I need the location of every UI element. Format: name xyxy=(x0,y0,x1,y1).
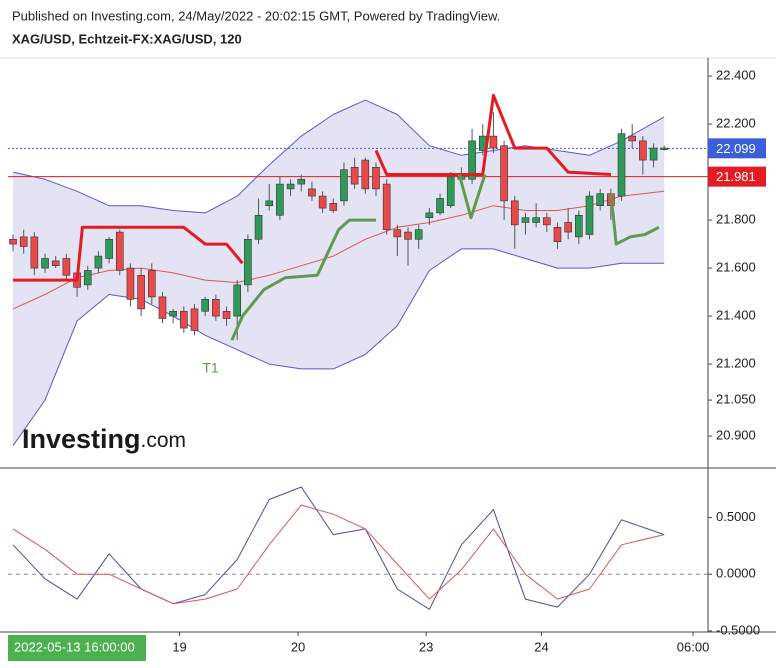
candle-body xyxy=(158,296,167,319)
y-tick-label: 0.5000 xyxy=(716,509,756,524)
candle-body xyxy=(115,231,124,271)
candle-body xyxy=(190,308,199,331)
candle-body xyxy=(265,200,274,206)
y-tick-label: 21.800 xyxy=(716,212,756,227)
chart-title: XAG/USD, Echtzeit-FX:XAG/USD, 120 xyxy=(12,31,242,46)
price-box xyxy=(708,166,766,187)
x-tick-label: 06:00 xyxy=(677,639,710,654)
candle-body xyxy=(244,238,252,286)
y-tick-label: 21.200 xyxy=(716,356,756,371)
candle-body xyxy=(575,214,583,238)
candle-body xyxy=(446,176,455,206)
candle-body xyxy=(617,133,626,197)
candle-body xyxy=(350,166,359,185)
logo-main: Investing xyxy=(22,424,141,454)
candle-body xyxy=(468,140,476,180)
candle-body xyxy=(126,267,135,300)
candle-body xyxy=(532,217,540,223)
y-tick-label: -0.5000 xyxy=(716,622,760,637)
candle-body xyxy=(94,255,103,269)
candle-body xyxy=(233,284,242,317)
candle-body xyxy=(393,229,402,238)
candle-body xyxy=(276,183,284,216)
candle-body xyxy=(30,236,39,269)
candle-body xyxy=(425,212,434,218)
logo: Investing.com xyxy=(22,424,186,454)
candle-body xyxy=(372,166,380,190)
published-note: Published on Investing.com, 24/May/2022 … xyxy=(12,8,500,23)
timestamp: 2022-05-13 16:00:00 xyxy=(14,639,135,654)
candle-body xyxy=(9,238,17,245)
candle-body xyxy=(297,178,306,185)
candle-body xyxy=(169,310,177,317)
candle-body xyxy=(201,298,209,312)
candle-body xyxy=(212,298,220,317)
candle-body xyxy=(639,140,647,161)
candle-body xyxy=(542,217,551,226)
candle-body xyxy=(564,222,572,233)
y-tick-label: 21.600 xyxy=(716,260,756,275)
y-tick-label: 20.900 xyxy=(716,428,756,443)
y-tick-label: 21.400 xyxy=(716,308,756,323)
annotation: T1 xyxy=(202,360,219,376)
candle-body xyxy=(254,214,263,240)
candle-body xyxy=(286,183,295,190)
timestamp-box xyxy=(8,635,146,661)
candle-body xyxy=(404,231,412,240)
candle-body xyxy=(649,147,658,161)
candle-body xyxy=(222,310,231,319)
price-box xyxy=(708,138,766,159)
candle-body xyxy=(596,193,604,206)
candle-body xyxy=(105,238,113,259)
candle-body xyxy=(180,310,188,329)
line-series xyxy=(12,504,665,605)
candle-body xyxy=(521,217,530,223)
candle-body xyxy=(148,270,156,298)
candle-body xyxy=(318,195,327,209)
y-tick-label: 0.0000 xyxy=(716,566,756,581)
y-tick-label: 22.200 xyxy=(716,116,756,131)
candle-body xyxy=(51,260,60,266)
x-tick-label: 20 xyxy=(291,639,305,654)
candle-body xyxy=(41,258,49,269)
candle-body xyxy=(382,183,391,230)
candle-body xyxy=(137,274,145,310)
y-tick-label: 21.050 xyxy=(716,392,756,407)
candle-body xyxy=(19,236,28,247)
price-label: 21.981 xyxy=(716,169,756,184)
candle-body xyxy=(340,169,348,202)
x-tick-label: 24 xyxy=(534,639,548,654)
price-label: 22.099 xyxy=(716,141,756,156)
candle-body xyxy=(510,200,519,226)
line-series xyxy=(230,174,660,341)
line-series xyxy=(12,248,665,446)
candle-body xyxy=(414,229,423,240)
candle-body xyxy=(308,188,316,197)
candle-body xyxy=(628,135,637,142)
candle-body xyxy=(361,159,370,190)
x-tick-label: 23 xyxy=(419,639,433,654)
candle-body xyxy=(436,198,444,214)
candle-body xyxy=(660,147,669,150)
candle-body xyxy=(585,195,594,235)
candle-body xyxy=(329,202,338,211)
candle-body xyxy=(489,135,498,149)
line-series xyxy=(12,486,665,610)
x-tick-label: 19 xyxy=(172,639,186,654)
candle-body xyxy=(62,258,71,276)
line-series xyxy=(13,93,611,282)
logo-suffix: .com xyxy=(141,429,187,452)
y-tick-label: 22.400 xyxy=(716,68,756,83)
candle-body xyxy=(500,145,508,202)
candle-body xyxy=(83,270,92,286)
candle-body xyxy=(553,226,562,242)
